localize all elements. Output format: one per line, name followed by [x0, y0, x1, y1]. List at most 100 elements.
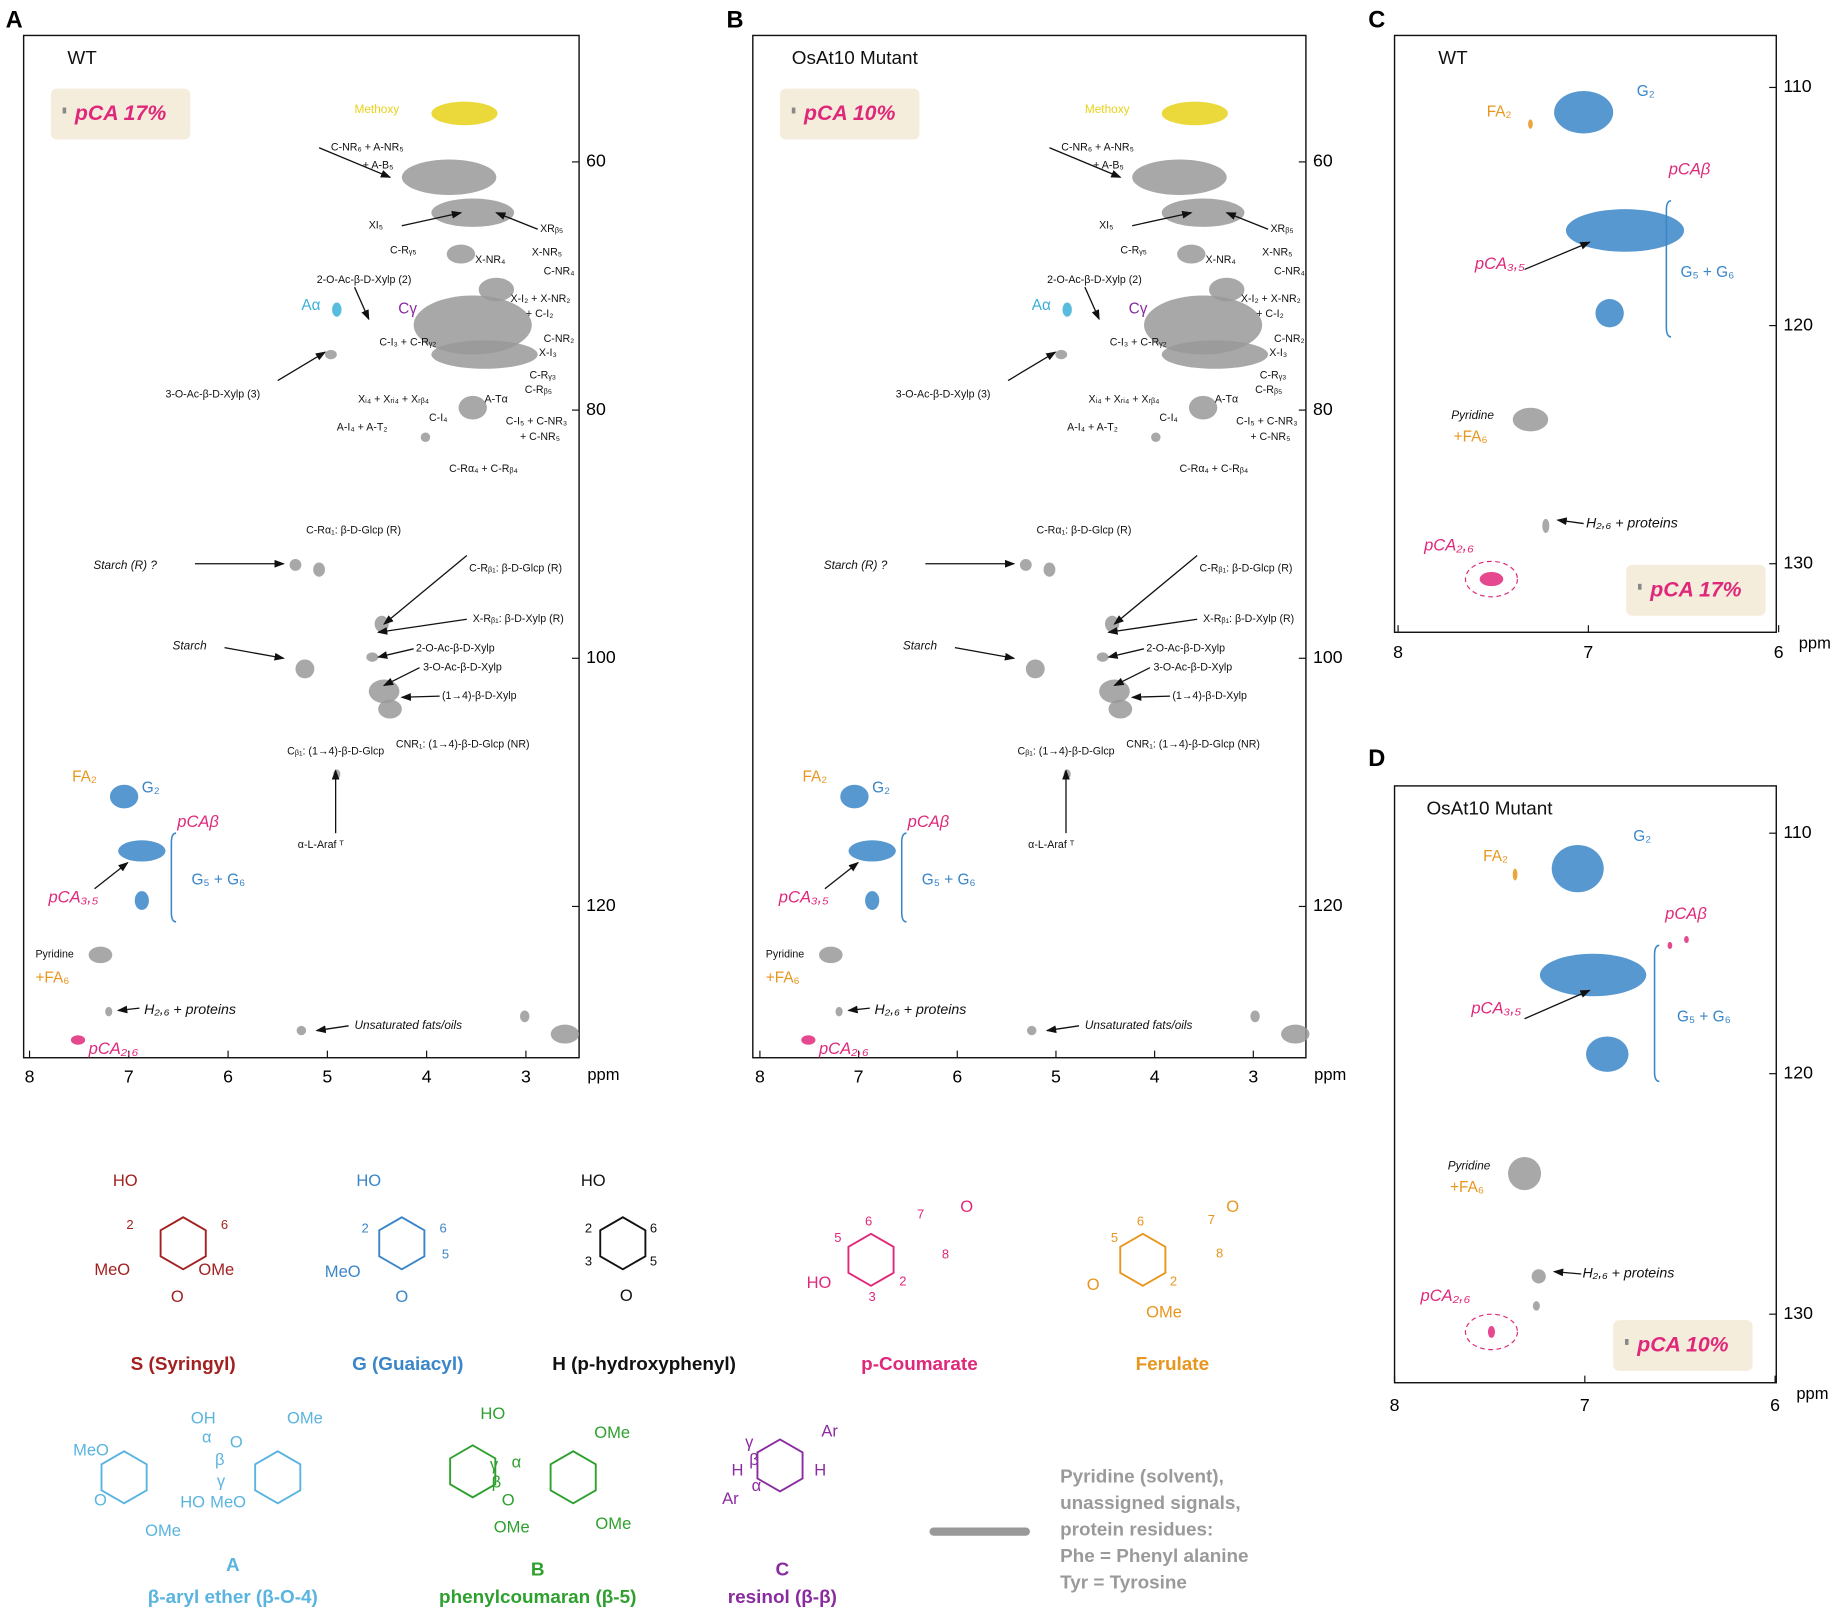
- peak-label: H₂,₆ + proteins: [144, 1002, 236, 1018]
- peak: [520, 1010, 530, 1023]
- peak: [865, 891, 880, 910]
- peak-label: + A-B₅: [363, 159, 394, 171]
- peak-label: Cᵦ₁: (1→4)-β-D-Glcp: [1018, 745, 1115, 757]
- peak: [374, 615, 389, 633]
- peak-label: C-Rᵧ₃: [529, 370, 556, 382]
- atom-label: 7: [917, 1206, 924, 1221]
- atom-label: 6: [650, 1221, 657, 1236]
- peak: [1595, 299, 1624, 328]
- peak-label: C-NR₂: [1274, 333, 1305, 345]
- peak: [1532, 1301, 1540, 1311]
- x-tick-label: 7: [854, 1067, 864, 1087]
- x-tick-label: 8: [1393, 642, 1403, 662]
- arrow: [318, 147, 392, 178]
- atom-label: 3: [869, 1289, 876, 1304]
- ring: [100, 1450, 148, 1505]
- arrow: [376, 648, 414, 659]
- atom-label: O: [171, 1287, 184, 1306]
- structure-caption: S (Syringyl): [131, 1354, 236, 1375]
- x-tick-label: 8: [755, 1067, 765, 1087]
- badge-mark: [62, 107, 67, 114]
- peak: [478, 277, 515, 302]
- peak-label: pCA₃,₅: [778, 888, 829, 907]
- peak-label: C-Rᵧ₅: [390, 244, 417, 256]
- peak: [1027, 1025, 1037, 1036]
- peak-label: C-I₅ + C-NR₃: [506, 416, 567, 428]
- arrow: [1113, 554, 1198, 625]
- peak: [295, 659, 315, 679]
- peak: [431, 101, 498, 126]
- arrow: [1130, 693, 1171, 701]
- y-tick-label: 130: [1783, 1303, 1813, 1323]
- peak-label: G₂: [1633, 828, 1651, 845]
- atom-label: OH: [191, 1409, 216, 1428]
- y-tick-label: 60: [586, 151, 606, 171]
- peak: [1096, 652, 1109, 662]
- peak-label: 3-O-Ac-β-D-Xylp: [423, 662, 502, 674]
- peak-label: X-I₃: [539, 347, 557, 359]
- peak: [1063, 769, 1071, 779]
- peak-label: H₂,₆ + proteins: [1582, 1266, 1674, 1282]
- atom-label: MeO: [325, 1262, 361, 1281]
- peak-label: + C-I₂: [1256, 308, 1283, 320]
- arrow: [1084, 286, 1100, 321]
- peak-label: 2-O-Ac-β-D-Xylp (2): [317, 274, 412, 286]
- peak: [401, 159, 497, 195]
- peak-label: 2-O-Ac-β-D-Xylp: [416, 643, 495, 655]
- badge: pCA 10%: [1636, 1333, 1728, 1357]
- structure-caption: Ferulate: [1136, 1354, 1210, 1375]
- y-tick-label: 120: [586, 895, 616, 915]
- peak-label: Aα: [301, 297, 320, 314]
- panel-title: WT: [67, 48, 97, 69]
- peak: [1132, 159, 1227, 195]
- peak: [550, 1024, 580, 1044]
- panel-title: WT: [1438, 48, 1468, 69]
- arrow: [1524, 989, 1591, 1020]
- structure-caption: H (p-hydroxyphenyl): [552, 1354, 736, 1375]
- arrow: [847, 1005, 870, 1014]
- peak: [1684, 936, 1689, 944]
- atom-label: Ar: [821, 1422, 838, 1441]
- peak: [1019, 559, 1032, 571]
- peak-label: X-NR₅: [1262, 247, 1292, 259]
- y-tick-label: 80: [1313, 399, 1333, 419]
- peak-label: pCA₃,₅: [1474, 254, 1525, 273]
- panel-letter: B: [727, 8, 744, 34]
- y-tick-label: 100: [1313, 647, 1343, 667]
- atom-label: H: [814, 1461, 826, 1480]
- peak-label: pCAβ: [1668, 160, 1711, 179]
- peak-label: H₂,₆ + proteins: [1586, 515, 1678, 531]
- panel-letter: D: [1368, 746, 1385, 772]
- peak-label: CNR₁: (1→4)-β-D-Glcp (NR): [396, 738, 530, 750]
- arrow: [1107, 618, 1198, 635]
- peak-label: 2-O-Ac-β-D-Xylp (2): [1047, 274, 1142, 286]
- arrow: [1113, 667, 1151, 687]
- peak-label: Unsaturated fats/oils: [355, 1018, 463, 1032]
- peak-label: pCA₂,₆: [88, 1039, 139, 1058]
- peak-label: 3-O-Ac-β-D-Xylp (3): [896, 389, 991, 401]
- peak: [1539, 953, 1647, 997]
- legend-line: protein residues:: [1060, 1519, 1213, 1540]
- brace: [170, 832, 177, 923]
- atom-label: 3: [585, 1254, 592, 1269]
- peak: [1565, 209, 1685, 252]
- peak: [835, 1006, 843, 1017]
- atom-label: HO: [581, 1171, 606, 1190]
- peak-label: C-Rα₄ + C-Rᵦ₄: [449, 463, 518, 475]
- arrow: [495, 212, 538, 230]
- peak-label: C-Rα₁: β-D-Glcp (R): [1036, 524, 1131, 536]
- peak-label: XI₅: [1099, 220, 1113, 232]
- arrow: [94, 861, 129, 890]
- peak-label: C-I₄: [1159, 412, 1178, 424]
- panel-letter: C: [1368, 8, 1385, 34]
- arrow: [954, 646, 1016, 661]
- peak: [1531, 1269, 1546, 1284]
- atom-label: 2: [899, 1274, 906, 1289]
- peak-label: C-I₄: [429, 412, 448, 424]
- peak-label: FA₂: [802, 769, 827, 786]
- peak: [1667, 941, 1673, 949]
- peak: [313, 562, 325, 577]
- atom-label: MeO: [73, 1441, 109, 1460]
- peak-label: +FA₆: [766, 970, 800, 987]
